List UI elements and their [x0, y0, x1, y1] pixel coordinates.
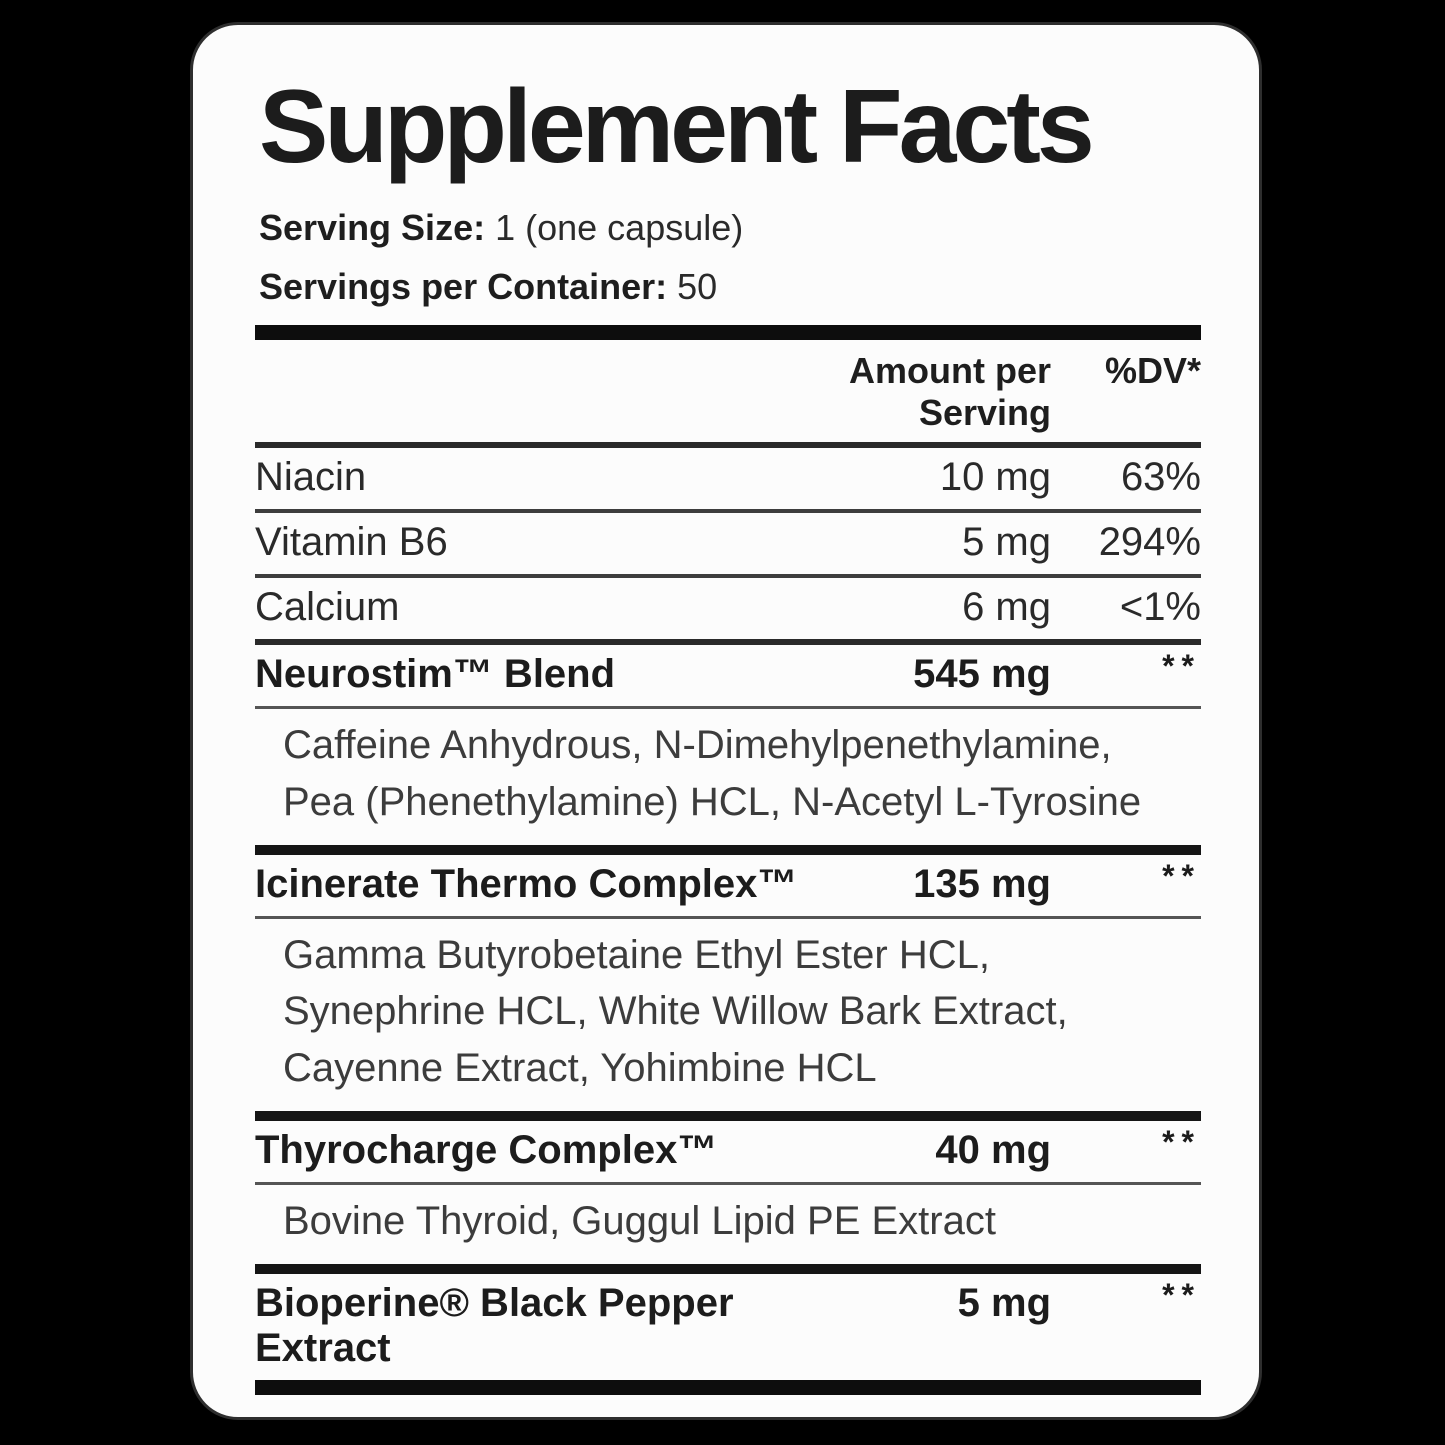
nutrient-row-niacin: Niacin 10 mg 63%	[255, 448, 1201, 509]
no-dv-asterisks: **	[1162, 857, 1201, 894]
blend-amount: 545 mg	[913, 652, 1051, 696]
divider	[255, 574, 1201, 578]
nutrient-dv: 63%	[1120, 455, 1201, 499]
nutrient-amount: 5 mg	[962, 520, 1051, 564]
table-header-row: Amount per Serving %DV*	[255, 340, 1201, 442]
nutrient-amount: 10 mg	[939, 455, 1051, 499]
blend-row-icinerate: Icinerate Thermo Complex™ 135 mg **	[255, 855, 1201, 916]
facts-table: Amount per Serving %DV* Niacin 10 mg 63%…	[255, 325, 1201, 1417]
no-dv-asterisks: **	[1162, 648, 1201, 684]
blend-ingredients-neurostim: Caffeine Anhydrous, N-Dimehylpenethylami…	[283, 723, 1142, 824]
nutrient-amount: 6 mg	[962, 585, 1051, 629]
divider-bottom-bar	[255, 1379, 1201, 1395]
panel-header: Supplement Facts Serving Size: 1 (one ca…	[193, 25, 1259, 309]
nutrient-name: Niacin	[255, 455, 367, 499]
divider	[255, 706, 1201, 709]
blend-ingredients-thyrocharge: Bovine Thyroid, Guggul Lipid PE Extract	[283, 1198, 996, 1243]
no-dv-asterisks: **	[1162, 1123, 1201, 1160]
divider	[255, 639, 1201, 645]
blend-row-neurostim: Neurostim™ Blend 545 mg **	[255, 645, 1201, 706]
footnotes: *Percent Daily Values are based on a 2,0…	[255, 1395, 1201, 1417]
blend-name: Neurostim™ Blend	[255, 652, 616, 696]
divider	[255, 1110, 1201, 1121]
nutrient-dv: 294%	[1098, 520, 1201, 564]
divider	[255, 442, 1201, 448]
blend-amount: 40 mg	[935, 1127, 1051, 1172]
nutrient-name: Vitamin B6	[255, 520, 448, 564]
blend-amount: 135 mg	[913, 861, 1051, 906]
blend-ingredients-icinerate: Gamma Butyrobetaine Ethyl Ester HCL, Syn…	[283, 932, 1068, 1091]
footnote-percent-dv: *Percent Daily Values are based on a 2,0…	[255, 1411, 1201, 1417]
blend-row-bioperine: Bioperine® Black Pepper Extract 5 mg **	[255, 1274, 1201, 1380]
servings-per-container-value: 50	[677, 266, 718, 307]
blend-row-thyrocharge: Thyrocharge Complex™ 40 mg **	[255, 1121, 1201, 1182]
divider	[255, 1263, 1201, 1274]
serving-size-value: 1 (one capsule)	[495, 207, 744, 248]
nutrient-name: Calcium	[255, 585, 400, 629]
blend-name: Thyrocharge Complex™	[255, 1127, 718, 1172]
header-amount-per-serving: Amount per Serving	[849, 350, 1051, 433]
header-percent-dv: %DV*	[1104, 350, 1201, 391]
nutrient-dv: <1%	[1119, 585, 1201, 629]
blend-amount: 5 mg	[957, 1280, 1051, 1325]
divider	[255, 915, 1201, 919]
panel-title: Supplement Facts	[259, 69, 1095, 185]
blend-name: Icinerate Thermo Complex™	[255, 861, 798, 906]
blend-name: Bioperine® Black Pepper Extract	[255, 1280, 734, 1370]
servings-per-container-line: Servings per Container: 50	[259, 264, 1199, 309]
servings-per-container-label: Servings per Container:	[259, 266, 668, 307]
nutrient-row-vitamin-b6: Vitamin B6 5 mg 294%	[255, 513, 1201, 574]
divider	[255, 1181, 1201, 1185]
no-dv-asterisks: **	[1162, 1276, 1201, 1313]
supplement-facts-panel: Supplement Facts Serving Size: 1 (one ca…	[190, 22, 1262, 1420]
divider-top-bar	[255, 325, 1201, 340]
serving-size-label: Serving Size:	[259, 207, 486, 248]
serving-size-line: Serving Size: 1 (one capsule)	[259, 205, 1199, 250]
divider	[255, 509, 1201, 513]
divider	[255, 844, 1201, 855]
nutrient-row-calcium: Calcium 6 mg <1%	[255, 578, 1201, 639]
